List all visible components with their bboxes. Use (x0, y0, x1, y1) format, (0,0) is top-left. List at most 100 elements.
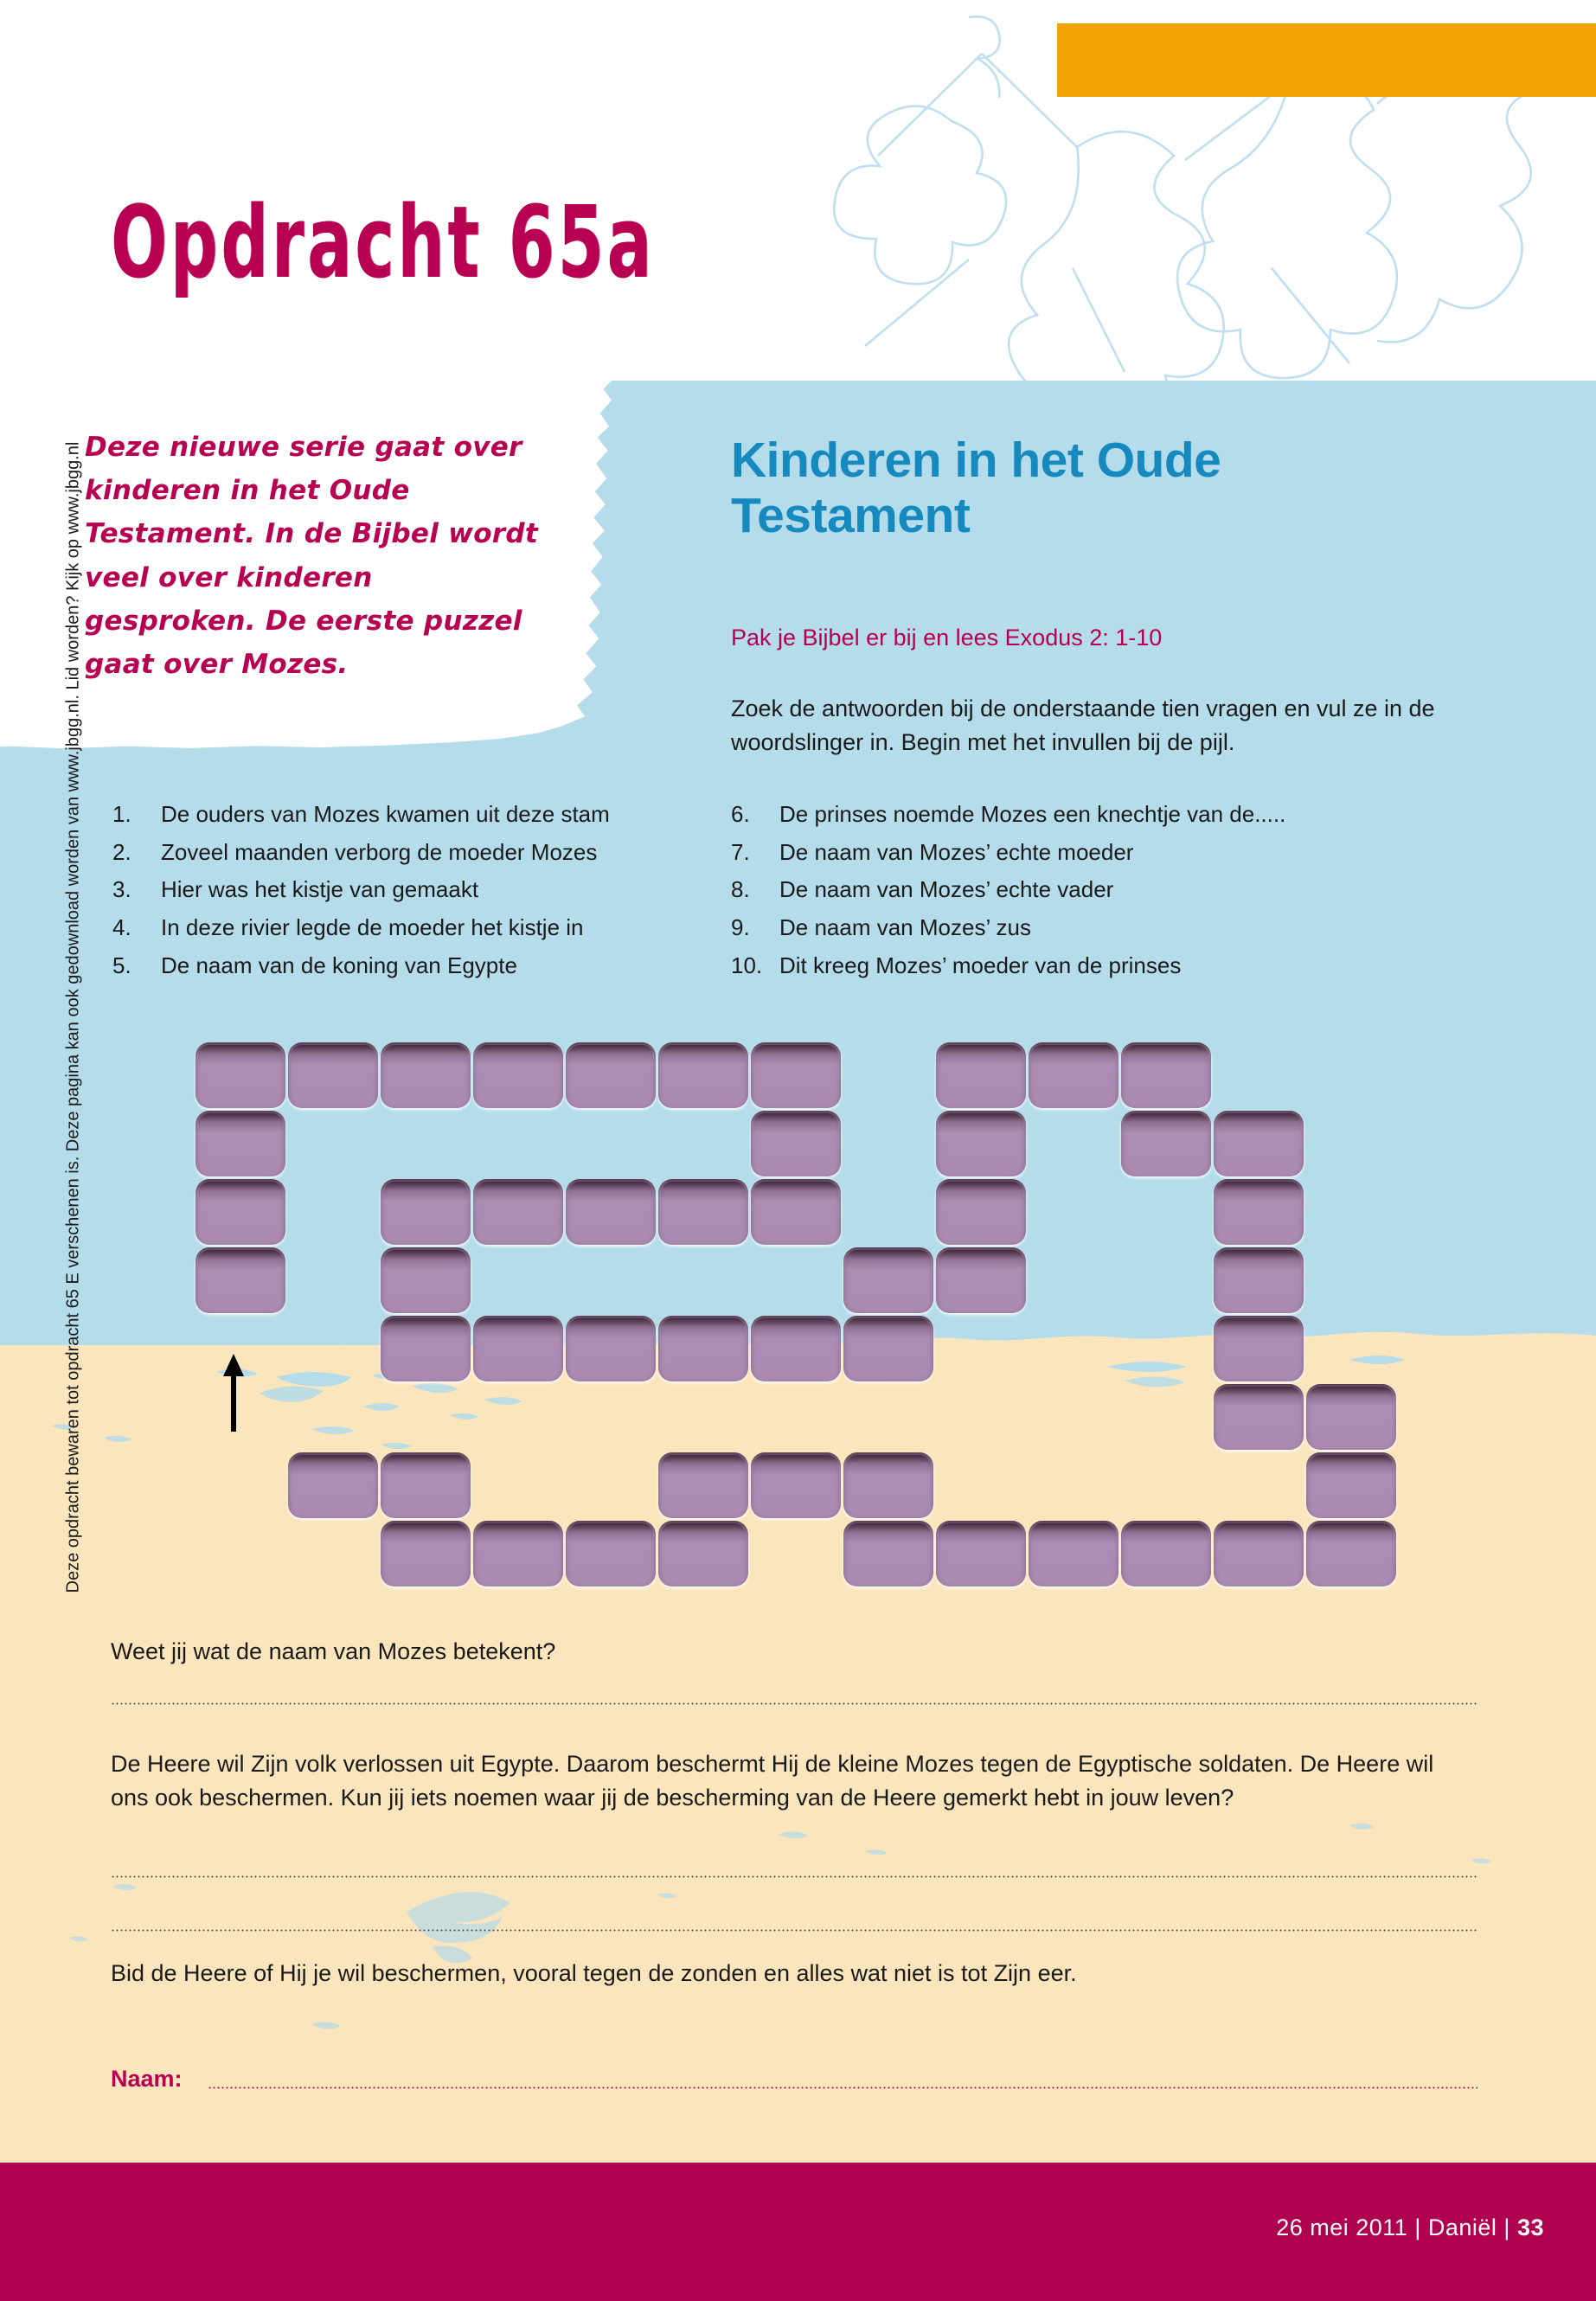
question-text: Zoveel maanden verborg de moeder Mozes (161, 838, 598, 865)
puzzle-cell[interactable] (843, 1316, 933, 1381)
section-heading: Kinderen in het Oude Testament (731, 433, 1221, 544)
puzzle-cell[interactable] (658, 1042, 748, 1108)
puzzle-cell[interactable] (473, 1179, 563, 1245)
puzzle-cell[interactable] (1214, 1521, 1304, 1586)
question-number: 5. (112, 952, 131, 978)
puzzle-cell[interactable] (751, 1452, 841, 1518)
puzzle-cell[interactable] (843, 1521, 933, 1586)
puzzle-cell[interactable] (288, 1452, 378, 1518)
page-title: Opdracht 65a (111, 186, 655, 301)
puzzle-cell[interactable] (195, 1111, 285, 1176)
puzzle-cell[interactable] (381, 1042, 471, 1108)
puzzle-cell[interactable] (195, 1247, 285, 1313)
questions-list-right: 6. De prinses noemde Mozes een knechtje … (731, 796, 1388, 984)
question-item: 2. Zoveel maanden verborg de moeder Moze… (112, 834, 701, 872)
puzzle-cell[interactable] (1214, 1384, 1304, 1450)
question-item: 4. In deze rivier legde de moeder het ki… (112, 909, 701, 947)
question-text: Hier was het kistje van gemaakt (161, 876, 479, 903)
instructions-text: Zoek de antwoorden bij de onderstaande t… (731, 695, 1435, 756)
puzzle-cell[interactable] (843, 1452, 933, 1518)
question-number: 6. (731, 801, 750, 827)
puzzle-cell[interactable] (1306, 1384, 1396, 1450)
puzzle-cell[interactable] (473, 1316, 563, 1381)
question-text: De naam van de koning van Egypte (161, 952, 517, 978)
footer-page-number: 33 (1516, 2214, 1544, 2240)
question-number: 4. (112, 914, 131, 941)
question-item: 3. Hier was het kistje van gemaakt (112, 871, 701, 909)
puzzle-cell[interactable] (473, 1521, 563, 1586)
puzzle-cell[interactable] (288, 1042, 378, 1108)
puzzle-cell[interactable] (195, 1179, 285, 1245)
answer-line-1[interactable] (111, 1702, 1477, 1705)
footer-date: 26 mei 2011 (1276, 2214, 1408, 2240)
puzzle-cell[interactable] (936, 1111, 1026, 1176)
question-item: 6. De prinses noemde Mozes een knechtje … (731, 796, 1388, 834)
puzzle-cell[interactable] (751, 1042, 841, 1108)
puzzle-cell[interactable] (381, 1452, 471, 1518)
puzzle-cell[interactable] (1306, 1521, 1396, 1586)
puzzle-cell[interactable] (1121, 1111, 1211, 1176)
puzzle-cell[interactable] (1121, 1521, 1211, 1586)
puzzle-cell[interactable] (1214, 1247, 1304, 1313)
question-text: In deze rivier legde de moeder het kistj… (161, 914, 584, 941)
puzzle-cell[interactable] (658, 1316, 748, 1381)
question-number: 7. (731, 838, 750, 865)
puzzle-cell[interactable] (936, 1521, 1026, 1586)
puzzle-cell[interactable] (381, 1247, 471, 1313)
footer-separator-2: | (1503, 2214, 1510, 2240)
note-text: Deze nieuwe serie gaat over kinderen in … (85, 432, 538, 681)
footer-magazine: Daniël (1427, 2214, 1497, 2240)
puzzle-cell[interactable] (1306, 1452, 1396, 1518)
name-input-line[interactable] (208, 2086, 1477, 2089)
puzzle-cell[interactable] (936, 1247, 1026, 1313)
puzzle-cell[interactable] (381, 1521, 471, 1586)
question-number: 3. (112, 876, 131, 903)
answer-line-3[interactable] (111, 1929, 1477, 1932)
bottom-paragraph: De Heere wil Zijn volk verlossen uit Egy… (111, 1751, 1434, 1811)
question-item: 10. Dit kreeg Mozes’ moeder van de prins… (731, 947, 1388, 985)
puzzle-cell[interactable] (1029, 1521, 1118, 1586)
puzzle-cell[interactable] (658, 1179, 748, 1245)
puzzle-cell[interactable] (566, 1316, 656, 1381)
questions-list-left: 1. De ouders van Mozes kwamen uit deze s… (112, 796, 701, 984)
puzzle-cell[interactable] (751, 1179, 841, 1245)
question-text: De prinses noemde Mozes een knechtje van… (779, 801, 1286, 827)
name-label: Naam: (111, 2066, 183, 2092)
footer-bar (0, 2163, 1596, 2301)
answer-line-2[interactable] (111, 1875, 1477, 1878)
puzzle-cell[interactable] (1214, 1179, 1304, 1245)
puzzle-cell[interactable] (1214, 1316, 1304, 1381)
bottom-question-1: Weet jij wat de naam van Mozes betekent? (111, 1638, 556, 1664)
puzzle-cell[interactable] (381, 1179, 471, 1245)
puzzle-cell[interactable] (751, 1316, 841, 1381)
question-number: 9. (731, 914, 750, 941)
puzzle-cell[interactable] (381, 1316, 471, 1381)
puzzle-cell[interactable] (566, 1179, 656, 1245)
question-number: 10. (731, 952, 763, 978)
torn-paper-note (0, 378, 614, 749)
puzzle-cell[interactable] (1029, 1042, 1118, 1108)
puzzle-cell[interactable] (658, 1452, 748, 1518)
puzzle-cell[interactable] (751, 1111, 841, 1176)
orange-header-block (1057, 23, 1596, 97)
puzzle-cell[interactable] (936, 1042, 1026, 1108)
puzzle-cell[interactable] (473, 1042, 563, 1108)
question-text: De naam van Mozes’ zus (779, 914, 1031, 941)
puzzle-cell[interactable] (936, 1179, 1026, 1245)
question-number: 8. (731, 876, 750, 903)
puzzle-cell[interactable] (658, 1521, 748, 1586)
puzzle-cell[interactable] (195, 1042, 285, 1108)
bible-reference: Pak je Bijbel er bij en lees Exodus 2: 1… (731, 625, 1163, 651)
puzzle-cell[interactable] (1214, 1111, 1304, 1176)
question-item: 8. De naam van Mozes’ echte vader (731, 871, 1388, 909)
puzzle-cell[interactable] (566, 1521, 656, 1586)
vertical-side-note: Deze opdracht bewaren tot opdracht 65 E … (63, 441, 83, 1593)
question-text: De ouders van Mozes kwamen uit deze stam (161, 801, 610, 827)
question-item: 5. De naam van de koning van Egypte (112, 947, 701, 985)
puzzle-cell[interactable] (566, 1042, 656, 1108)
puzzle-cell[interactable] (843, 1247, 933, 1313)
question-item: 1. De ouders van Mozes kwamen uit deze s… (112, 796, 701, 834)
question-text: De naam van Mozes’ echte moeder (779, 838, 1134, 865)
puzzle-cell[interactable] (1121, 1042, 1211, 1108)
